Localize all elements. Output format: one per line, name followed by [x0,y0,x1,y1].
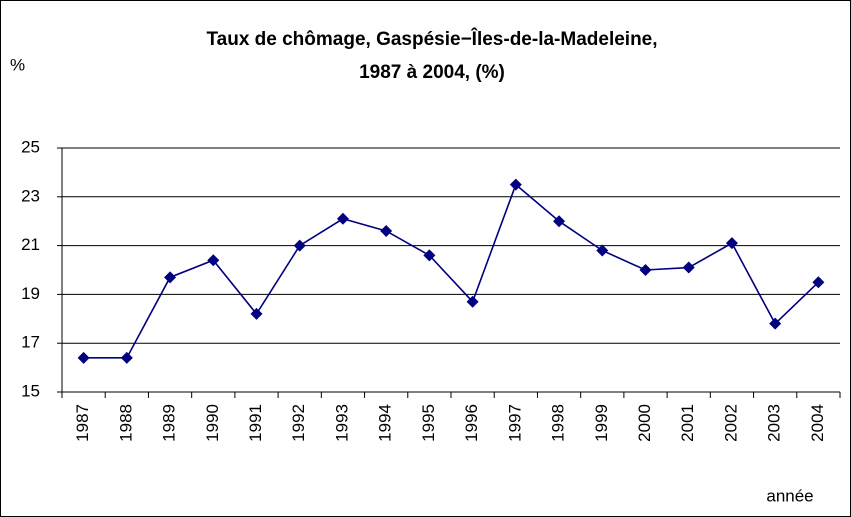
x-tick-label: 1998 [549,404,568,442]
marker [553,215,566,228]
marker [207,254,220,267]
marker [336,212,349,225]
x-tick-label: 1990 [203,404,222,442]
marker [639,264,652,276]
marker [77,351,90,364]
x-tick-label: 2001 [678,404,697,442]
x-tick-label: 1999 [592,404,611,442]
marker [293,239,306,252]
x-tick-label: 1994 [376,404,395,442]
y-tick-label: 23 [21,186,40,205]
marker [380,224,393,237]
x-tick-label: 2002 [721,404,740,442]
marker [164,271,177,284]
marker [812,276,825,289]
x-tick-label: 1993 [332,404,351,442]
chart-title: Taux de chômage, Gaspésie−Îles-de-la-Mad… [206,28,657,50]
x-tick-label: 1996 [462,404,481,442]
x-tick-label: 1989 [160,404,179,442]
marker [423,249,436,262]
y-tick-label: 25 [21,137,40,156]
marker [596,244,609,257]
x-tick-label: 2000 [635,404,654,442]
y-tick-label: 15 [21,381,40,400]
y-tick-label: 17 [21,333,40,352]
y-axis-label: % [10,55,25,74]
marker [682,261,695,274]
marker [509,178,522,191]
x-tick-label: 1991 [246,404,265,442]
x-tick-label: 2003 [765,404,784,442]
x-tick-label: 2004 [808,404,827,442]
x-tick-label: 1992 [289,404,308,442]
x-axis-label: année [766,486,813,505]
marker [250,307,263,320]
x-tick-label: 1995 [419,404,438,442]
x-tick-label: 1997 [505,404,524,442]
marker [769,317,782,330]
chart-title: 1987 à 2004, (%) [359,62,505,83]
y-tick-label: 21 [21,235,40,254]
x-tick-label: 1988 [116,404,135,442]
marker [725,237,738,250]
line [83,183,819,359]
marker [120,351,133,364]
x-tick-label: 1987 [73,404,92,442]
y-tick-label: 19 [21,284,40,303]
marker [466,295,479,308]
